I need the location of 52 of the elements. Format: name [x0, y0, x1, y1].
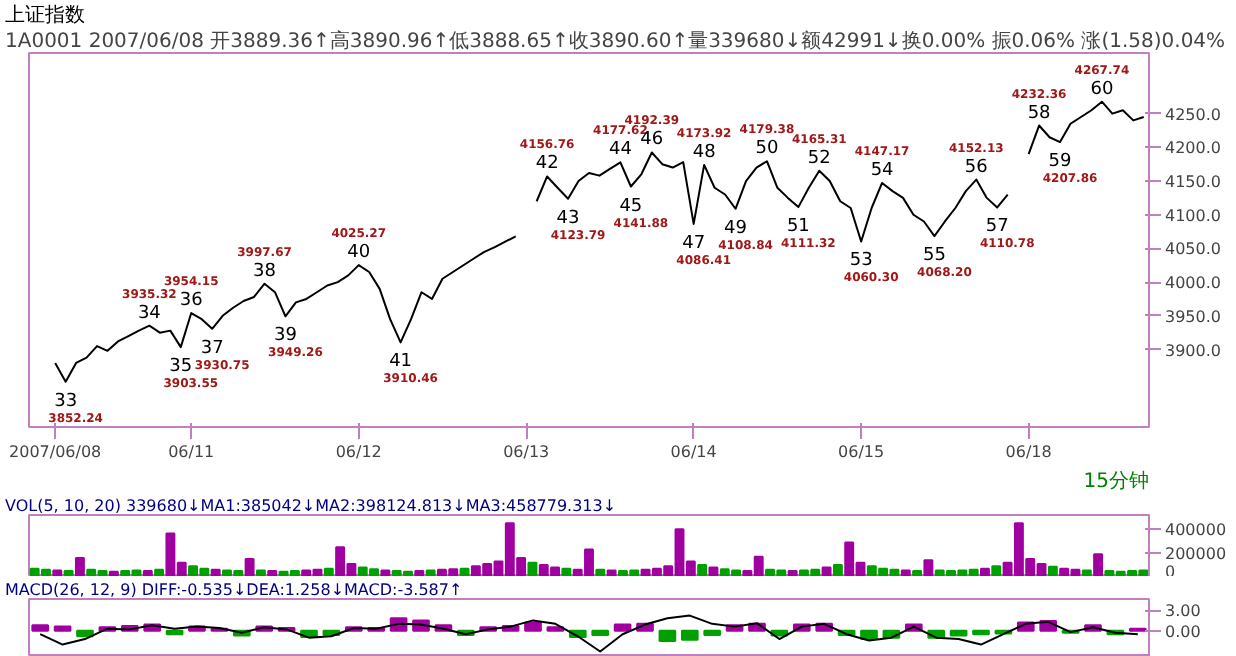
x-tick-label: 06/14	[670, 443, 717, 461]
x-tick-label: 2007/06/08	[9, 443, 102, 461]
x-tick-label: 06/11	[168, 443, 215, 461]
annotation: 39	[274, 326, 298, 347]
annotation: 41	[389, 352, 413, 373]
annotation: 46	[640, 130, 664, 151]
annotation: 48	[692, 142, 717, 163]
y-tick-label: 3.00	[1165, 602, 1201, 621]
y-tick-label: 4150.0	[1165, 173, 1221, 192]
annotation: 36	[179, 291, 204, 312]
y-tick-label: 4100.0	[1165, 206, 1221, 225]
annotation: 53	[849, 251, 873, 272]
y-tick-label: 4250.0	[1165, 105, 1221, 124]
annotation: 60	[1090, 79, 1114, 100]
x-tick-label: 06/13	[503, 443, 550, 461]
text: 15分钟	[1083, 469, 1150, 493]
chart-title: VOL(5, 10, 20) 339680↓MA1:385042↓MA2:398124.813↓MA3:458779.313↓	[5, 497, 617, 515]
x-tick-label: 06/15	[838, 443, 885, 461]
annotation: 44	[608, 140, 633, 161]
x-tick-label: 06/12	[335, 443, 382, 461]
annotation: 54	[870, 160, 895, 181]
y-tick-label: 4200.0	[1165, 139, 1221, 158]
x-tick-label: 06/18	[1005, 443, 1052, 461]
y-tick-label: 4000.0	[1165, 274, 1221, 293]
annotation: 57	[985, 217, 1009, 238]
annotation: 35	[169, 357, 193, 378]
y-tick-label: 3900.0	[1165, 341, 1221, 360]
annotation: 59	[1048, 152, 1073, 173]
y-tick-label: 4050.0	[1165, 240, 1221, 259]
annotation: 33	[54, 391, 78, 412]
chart-title: MACD(26, 12, 9) DIFF:-0.535↓DEA:1.258↓MACD:-3.587↑	[5, 581, 463, 599]
annotation: 52	[807, 148, 831, 169]
annotation: 38	[253, 261, 277, 282]
annotation: 43	[556, 208, 580, 229]
annotation: 47	[682, 233, 706, 254]
annotation: 56	[964, 157, 989, 178]
chart-title: 上证指数	[5, 3, 85, 27]
y-tick-label: 0.00	[1165, 622, 1201, 641]
annotation: 50	[755, 139, 779, 160]
y-tick-label: 3950.0	[1165, 307, 1221, 326]
annotation: 37	[200, 338, 224, 359]
y-tick-label: 400000	[1165, 521, 1227, 540]
annotation: 40	[347, 243, 371, 264]
annotation: 34	[137, 303, 162, 324]
annotation: 42	[535, 154, 559, 175]
annotation: 55	[922, 246, 946, 267]
annotation: 49	[724, 218, 748, 239]
annotation: 45	[619, 196, 643, 217]
annotation: 58	[1027, 103, 1052, 124]
annotation: 51	[786, 217, 810, 238]
chart-subtitle: 1A0001 2007/06/08 开3889.36↑高3890.96↑低3888.65↑收3890.60↑量339680↓额42991↓换0.00% 振0.06% 涨(1.58)0.04%	[5, 29, 1226, 53]
y-tick-label: 200000	[1165, 545, 1227, 564]
